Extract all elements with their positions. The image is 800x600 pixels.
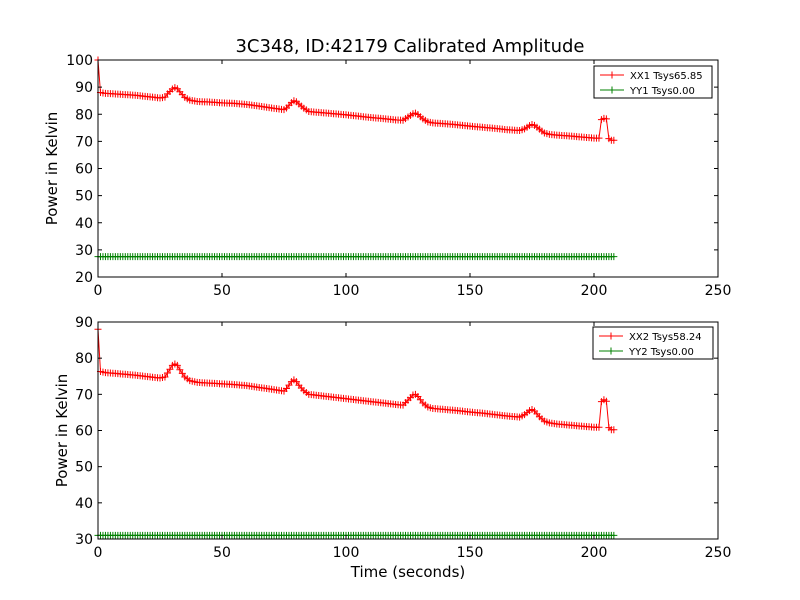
bottom-x-tick-label: 50: [213, 545, 231, 561]
bottom-series-marker: [176, 366, 184, 374]
bottom-x-tick-label: 0: [94, 545, 103, 561]
top-legend-label: XX1 Tsys65.85: [630, 71, 703, 82]
bottom-series-marker: [161, 373, 169, 381]
bottom-series-marker: [595, 423, 603, 431]
top-x-tick-label: 50: [213, 283, 231, 299]
top-series-marker: [595, 134, 603, 142]
top-y-tick-label: 90: [75, 80, 93, 96]
bottom-series-marker: [173, 361, 181, 369]
top-legend-marker: [608, 71, 616, 79]
top-series-marker: [610, 136, 618, 144]
bottom-series-marker: [292, 378, 300, 386]
top-series-marker: [602, 115, 610, 123]
top-y-tick-label: 70: [75, 134, 93, 150]
bottom-legend: XX2 Tsys58.24 YY2 Tsys0.00: [592, 326, 714, 360]
bottom-series-marker: [166, 365, 174, 373]
top-y-tick-label: 80: [75, 107, 93, 123]
top-series-1: [94, 56, 618, 144]
bottom-series-2: [94, 531, 618, 539]
bottom-y-tick-label: 80: [75, 351, 93, 367]
bottom-y-tick-label: 60: [75, 424, 93, 440]
top-series-2: [94, 253, 618, 261]
bottom-legend-marker: [607, 347, 615, 355]
bottom-series-marker: [178, 369, 186, 377]
bottom-series-marker: [602, 397, 610, 405]
top-series-marker: [610, 253, 618, 261]
top-x-tick-label: 0: [94, 283, 103, 299]
bottom-series-marker: [163, 369, 171, 377]
bottom-y-tick-label: 90: [75, 315, 93, 331]
top-legend: XX1 Tsys65.85 YY1 Tsys0.00: [593, 65, 713, 99]
bottom-series-1: [94, 325, 618, 434]
bottom-y-axis-label: Power in Kelvin: [53, 374, 71, 488]
bottom-legend-label: YY2 Tsys0.00: [628, 347, 694, 358]
bottom-series-marker: [610, 531, 618, 539]
bottom-x-tick-label: 150: [457, 545, 484, 561]
top-y-tick-label: 30: [75, 243, 93, 259]
top-x-tick-label: 150: [457, 283, 484, 299]
top-y-tick-label: 100: [66, 53, 93, 69]
bottom-x-tick-label: 100: [333, 545, 360, 561]
top-y-tick-label: 20: [75, 270, 93, 286]
figure-title: 3C348, ID:42179 Calibrated Amplitude: [235, 36, 584, 57]
top-y-tick-label: 40: [75, 216, 93, 232]
bottom-x-tick-label: 250: [705, 545, 732, 561]
bottom-x-axis-label: Time (seconds): [350, 563, 466, 581]
bottom-legend-box: [592, 326, 714, 360]
top-legend-marker: [608, 86, 616, 94]
top-x-tick-label: 100: [333, 283, 360, 299]
top-x-tick-label: 250: [705, 283, 732, 299]
bottom-plot: 0 50 100 150 200 250 30 40 50 60 70 80 90 Power in Ke…: [53, 315, 731, 581]
bottom-series-marker: [610, 426, 618, 434]
bottom-y-tick-label: 30: [75, 532, 93, 548]
top-x-tick-label: 200: [581, 283, 608, 299]
top-y-tick-label: 50: [75, 189, 93, 205]
top-y-tick-label: 60: [75, 162, 93, 178]
bottom-x-tick-label: 200: [581, 545, 608, 561]
bottom-legend-label: XX2 Tsys58.24: [629, 332, 702, 343]
bottom-y-tick-label: 40: [75, 496, 93, 512]
top-legend-label: YY1 Tsys0.00: [629, 86, 695, 97]
bottom-y-tick-label: 70: [75, 387, 93, 403]
top-legend-box: [593, 65, 713, 99]
top-plot: 0 50 100 150 200 250 20 30 40 50 60 70 80 90 100 Power …: [43, 53, 731, 299]
top-y-axis-label: Power in Kelvin: [43, 112, 61, 226]
bottom-y-tick-label: 50: [75, 460, 93, 476]
bottom-legend-marker: [607, 332, 615, 340]
